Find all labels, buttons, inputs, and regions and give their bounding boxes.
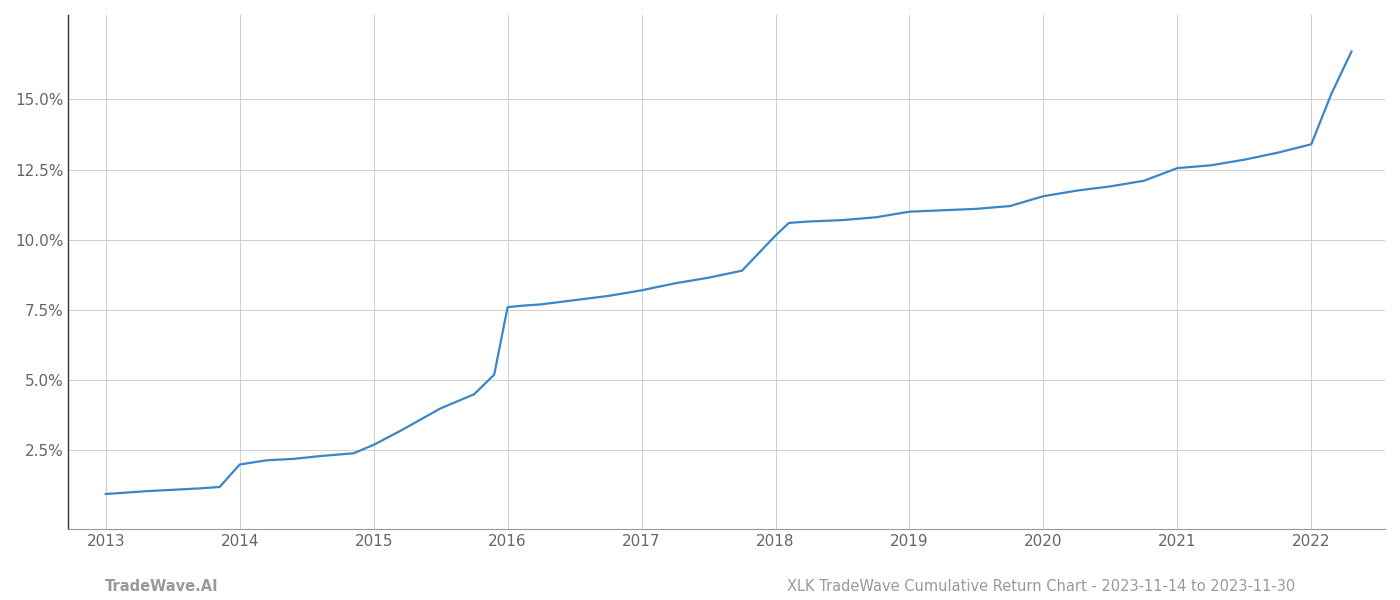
Text: XLK TradeWave Cumulative Return Chart - 2023-11-14 to 2023-11-30: XLK TradeWave Cumulative Return Chart - … xyxy=(787,579,1295,594)
Text: TradeWave.AI: TradeWave.AI xyxy=(105,579,218,594)
